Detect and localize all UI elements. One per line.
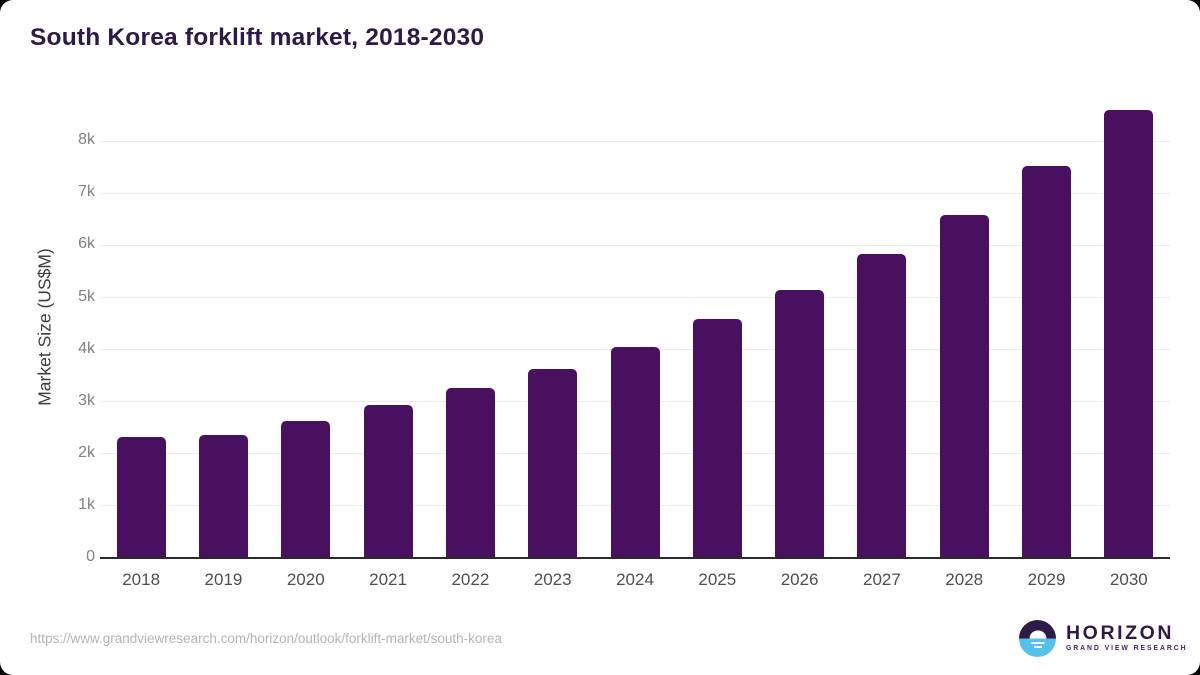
- y-tick-3k: 3k: [78, 391, 95, 409]
- gridline-8k: [100, 140, 1170, 142]
- y-tick-0: 0: [86, 548, 95, 565]
- logo-text: HORIZON GRAND VIEW RESEARCH: [1066, 621, 1188, 653]
- y-tick-6k: 6k: [78, 235, 95, 253]
- gridline-7k: [100, 192, 1170, 194]
- bar-2021[interactable]: [363, 404, 413, 558]
- gridline-5k: [100, 297, 1170, 298]
- y-tick-8k: 8k: [78, 131, 95, 149]
- source-url: https://www.grandviewresearch.com/horizo…: [30, 631, 502, 646]
- y-tick-4k: 4k: [78, 339, 95, 357]
- logo-subtitle: GRAND VIEW RESEARCH: [1066, 645, 1188, 653]
- x-label-2025: 2025: [698, 570, 737, 589]
- y-tick-1k: 1k: [78, 495, 95, 513]
- bar-2020[interactable]: [281, 420, 331, 558]
- bar-2022[interactable]: [445, 388, 495, 558]
- x-label-2029: 2029: [1027, 570, 1066, 589]
- bar-2026[interactable]: [775, 290, 825, 558]
- x-axis-line: [100, 557, 1170, 559]
- bar-2030[interactable]: [1104, 109, 1154, 558]
- x-label-2021: 2021: [369, 570, 407, 589]
- sun-icon: [1029, 630, 1046, 639]
- horizon-logo-icon: [1019, 620, 1056, 657]
- x-label-2024: 2024: [616, 570, 654, 589]
- chart-title: South Korea forklift market, 2018-2030: [30, 24, 485, 51]
- bar-2027[interactable]: [857, 253, 907, 558]
- x-label-2028: 2028: [945, 570, 984, 589]
- y-tick-5k: 5k: [78, 287, 95, 305]
- bar-2024[interactable]: [610, 346, 660, 558]
- horizon-reflection-line: [1033, 646, 1042, 648]
- x-label-2018: 2018: [122, 570, 161, 589]
- logo-name: HORIZON: [1066, 621, 1175, 644]
- bar-2023[interactable]: [528, 368, 578, 558]
- x-label-2030: 2030: [1109, 570, 1148, 589]
- horizon-logo: HORIZON GRAND VIEW RESEARCH: [1019, 620, 1187, 657]
- bar-2019[interactable]: [198, 435, 248, 558]
- x-label-2020: 2020: [286, 570, 325, 589]
- gridline-6k: [100, 244, 1170, 246]
- bar-2025[interactable]: [692, 319, 742, 558]
- x-label-2027: 2027: [863, 570, 901, 589]
- y-tick-2k: 2k: [78, 443, 95, 461]
- x-label-2026: 2026: [780, 570, 819, 589]
- bar-2018[interactable]: [116, 437, 166, 558]
- horizon-reflection-line: [1031, 641, 1044, 644]
- x-label-2019: 2019: [204, 570, 243, 589]
- bar-2029[interactable]: [1022, 166, 1072, 558]
- x-label-2022: 2022: [451, 570, 490, 589]
- y-tick-7k: 7k: [78, 183, 95, 201]
- x-label-2023: 2023: [533, 570, 572, 589]
- bar-2028[interactable]: [939, 214, 989, 558]
